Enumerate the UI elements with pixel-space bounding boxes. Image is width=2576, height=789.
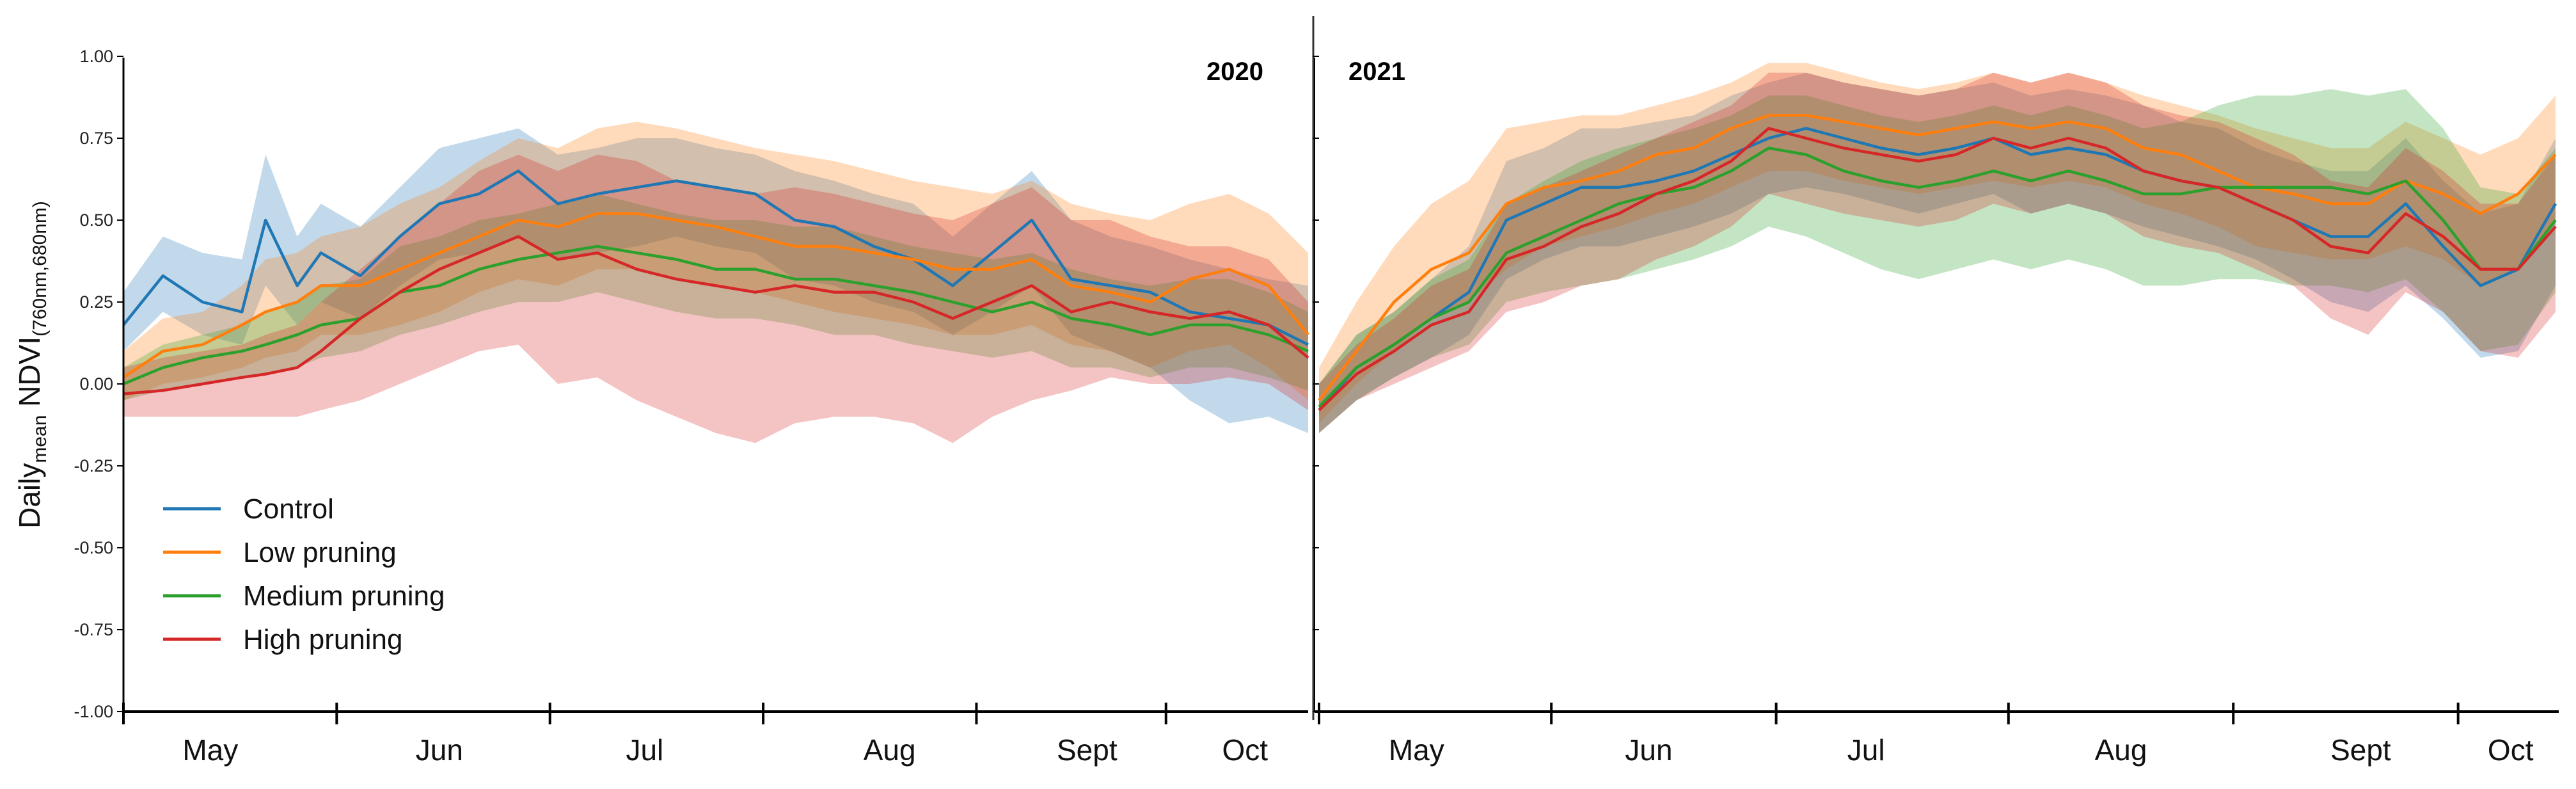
panel-2020-month-jun: Jun [416,733,463,767]
panel-2020-line-control [122,169,1309,346]
panel-2020-month-may: May [182,733,238,767]
legend-label-low-pruning: Low pruning [243,537,397,568]
y-axis-label: Dailymean NDVI(760nm,680nm) [13,201,51,529]
panel-2020-month-aug: Aug [864,733,916,767]
panel-2021-line-medium-pruning [1318,147,2557,408]
y-axis-label-ndvi: NDVI [13,337,46,415]
panel-2020-month-jul: Jul [626,733,663,767]
panel-2020-y-tick-label: -0.25 [74,456,113,475]
panel-2020-title: 2020 [1206,58,1263,86]
panel-2021-month-jun: Jun [1625,733,1672,767]
panel-2020-y-tick-label: -0.75 [74,620,113,639]
panel-2020-month-labels: May Jun Jul Aug Sept Oct [182,733,1268,767]
legend-label-high-pruning: High pruning [243,624,403,655]
panel-2020-line-low-pruning [122,212,1309,379]
panel-2020-y-tick-label: 0.25 [79,292,113,312]
panel-2020-y-tick-label: -1.00 [74,702,113,721]
panel-2021-month-jul: Jul [1847,733,1885,767]
panel-2021-x-ticks [1318,703,2460,724]
panel-2020-month-sept: Sept [1057,733,1118,767]
panel-2020-y-tick-label: 0.00 [79,374,113,394]
panel-2021-line-high-pruning [1318,127,2557,411]
panel-2020: 1.00 0.75 0.50 0.25 0.00 -0.25 -0.50 -0.75 -1.00… [74,47,1309,767]
panel-2020-band-control [123,128,1308,433]
panel-2020-line-medium-pruning [123,244,1309,386]
panel-2021-month-sept: Sept [2330,733,2391,767]
y-axis-label-daily: Daily [13,463,46,529]
panel-2021-band-control [1319,72,2556,433]
panel-2021-line-control [1318,127,2557,411]
y-axis-label-sub-wavelength: (760nm,680nm) [29,201,51,337]
legend: Control Low pruning Medium pruning High pru… [163,493,445,655]
panel-2021-line-low-pruning [1318,113,2557,401]
y-axis-label-sub-mean: mean [29,415,51,463]
panel-2020-series-lines [122,169,1309,395]
panel-2020-month-oct: Oct [1222,733,1268,767]
panel-2021-month-labels: May Jun Jul Aug Sept Oct [1389,733,2534,767]
panel-2021-y-ticks [1313,56,1319,712]
panel-2021-band-low-pruning [1319,63,2556,424]
panel-2021-month-may: May [1389,733,1444,767]
panel-2021: May Jun Jul Aug Sept Oct 2021 [1313,56,2559,767]
panel-2020-band-high-pruning [123,154,1308,443]
panel-2020-y-ticks: 1.00 0.75 0.50 0.25 0.00 -0.25 -0.50 -0.75 -1.00 [74,47,123,721]
panel-2020-line-high-pruning [123,235,1309,395]
panel-2020-y-tick-label: 0.50 [79,211,113,230]
legend-label-control: Control [243,493,334,525]
panel-2021-month-aug: Aug [2095,733,2147,767]
panel-2021-title: 2021 [1348,58,1405,86]
panel-2021-confidence-bands [1319,63,2556,433]
panel-2020-x-ticks [122,703,1167,724]
legend-label-medium-pruning: Medium pruning [243,580,445,612]
panel-2021-series-lines [1318,113,2557,411]
panel-2021-band-high-pruning [1319,72,2556,433]
panel-2021-month-oct: Oct [2488,733,2534,767]
panel-2020-y-tick-label: -0.50 [74,538,113,557]
panel-2020-confidence-bands [123,122,1308,443]
panel-2021-band-medium-pruning [1319,89,2556,433]
panel-2020-y-tick-label: 1.00 [79,47,113,66]
panel-2020-y-tick-label: 0.75 [79,129,113,148]
panel-2020-band-low-pruning [123,122,1308,401]
panel-2020-band-medium-pruning [123,194,1308,401]
